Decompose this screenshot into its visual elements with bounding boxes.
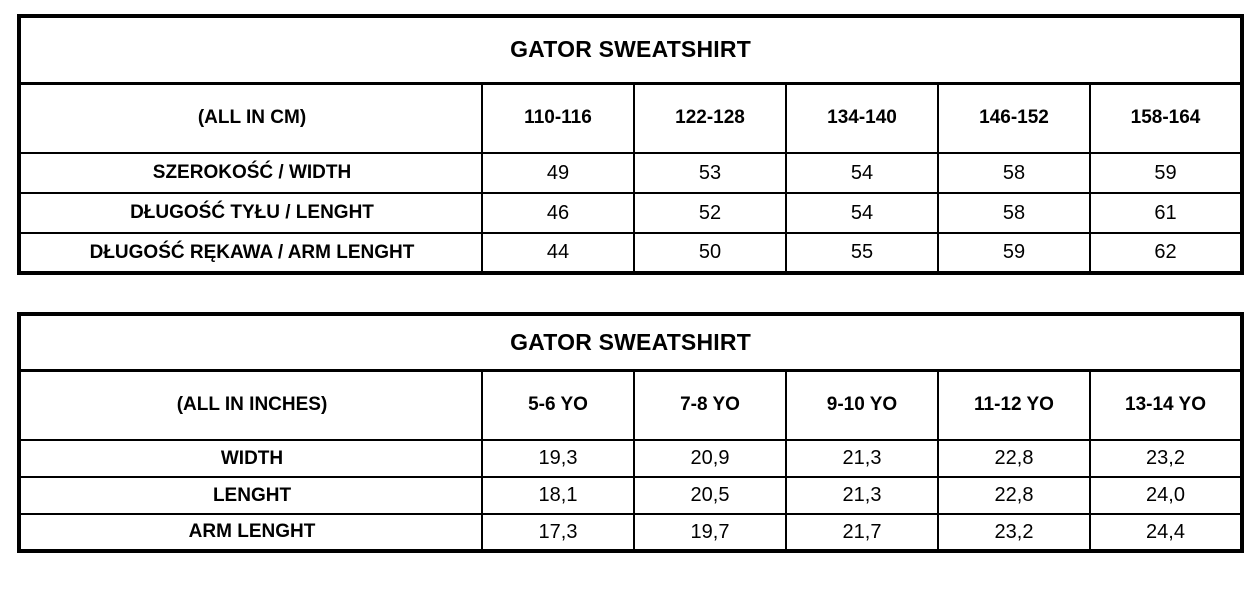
age-column-header: 5-6 YO [481, 369, 635, 441]
row-label: DŁUGOŚĆ TYŁU / LENGHT [18, 192, 483, 234]
size-value: 54 [785, 152, 939, 194]
size-value: 46 [481, 192, 635, 234]
size-column-header: 134-140 [785, 82, 939, 154]
size-chart-page: GATOR SWEATSHIRT (ALL IN CM) 110-116 122… [0, 14, 1256, 602]
size-value: 17,3 [481, 513, 635, 552]
age-column-header: 7-8 YO [633, 369, 787, 441]
table-row-length: DŁUGOŚĆ TYŁU / LENGHT 46 52 54 58 61 [18, 192, 1244, 234]
size-value: 58 [937, 192, 1091, 234]
table-title: GATOR SWEATSHIRT [17, 15, 1244, 85]
size-value: 59 [937, 232, 1091, 274]
row-label: ARM LENGHT [18, 513, 483, 552]
table-row-arm-length: DŁUGOŚĆ RĘKAWA / ARM LENGHT 44 50 55 59 … [18, 232, 1244, 274]
table-header-row: (ALL IN CM) 110-116 122-128 134-140 146-… [18, 82, 1244, 154]
unit-label: (ALL IN INCHES) [18, 369, 483, 441]
size-value: 62 [1088, 232, 1244, 274]
size-value: 22,8 [937, 439, 1091, 478]
table-header-row: (ALL IN INCHES) 5-6 YO 7-8 YO 9-10 YO 11… [18, 369, 1244, 441]
row-label: LENGHT [18, 476, 483, 515]
size-value: 53 [633, 152, 787, 194]
size-value: 22,8 [937, 476, 1091, 515]
row-label: SZEROKOŚĆ / WIDTH [18, 152, 483, 194]
size-value: 19,3 [481, 439, 635, 478]
size-value: 24,4 [1088, 513, 1244, 552]
size-value: 21,3 [785, 476, 939, 515]
unit-label: (ALL IN CM) [18, 82, 483, 154]
table-title-row: GATOR SWEATSHIRT [17, 313, 1244, 372]
size-column-header: 122-128 [633, 82, 787, 154]
size-value: 21,3 [785, 439, 939, 478]
size-value: 23,2 [937, 513, 1091, 552]
row-label: WIDTH [18, 439, 483, 478]
size-value: 20,5 [633, 476, 787, 515]
size-table-cm: GATOR SWEATSHIRT (ALL IN CM) 110-116 122… [17, 14, 1245, 275]
size-table-inches: GATOR SWEATSHIRT (ALL IN INCHES) 5-6 YO … [17, 312, 1245, 553]
size-value: 21,7 [785, 513, 939, 552]
size-column-header: 158-164 [1088, 82, 1244, 154]
size-column-header: 146-152 [937, 82, 1091, 154]
size-value: 23,2 [1088, 439, 1244, 478]
age-column-header: 9-10 YO [785, 369, 939, 441]
size-value: 50 [633, 232, 787, 274]
table-row-arm-length: ARM LENGHT 17,3 19,7 21,7 23,2 24,4 [18, 513, 1244, 552]
size-value: 55 [785, 232, 939, 274]
table-row-width: SZEROKOŚĆ / WIDTH 49 53 54 58 59 [18, 152, 1244, 194]
table-title-row: GATOR SWEATSHIRT [17, 15, 1244, 85]
size-value: 52 [633, 192, 787, 234]
size-value: 58 [937, 152, 1091, 194]
size-value: 44 [481, 232, 635, 274]
age-column-header: 13-14 YO [1088, 369, 1244, 441]
size-column-header: 110-116 [481, 82, 635, 154]
size-value: 20,9 [633, 439, 787, 478]
age-column-header: 11-12 YO [937, 369, 1091, 441]
size-value: 19,7 [633, 513, 787, 552]
size-value: 49 [481, 152, 635, 194]
row-label: DŁUGOŚĆ RĘKAWA / ARM LENGHT [18, 232, 483, 274]
table-title: GATOR SWEATSHIRT [17, 313, 1244, 372]
size-value: 24,0 [1088, 476, 1244, 515]
table-row-length: LENGHT 18,1 20,5 21,3 22,8 24,0 [18, 476, 1244, 515]
size-value: 59 [1088, 152, 1244, 194]
size-value: 18,1 [481, 476, 635, 515]
size-value: 61 [1088, 192, 1244, 234]
size-value: 54 [785, 192, 939, 234]
table-row-width: WIDTH 19,3 20,9 21,3 22,8 23,2 [18, 439, 1244, 478]
